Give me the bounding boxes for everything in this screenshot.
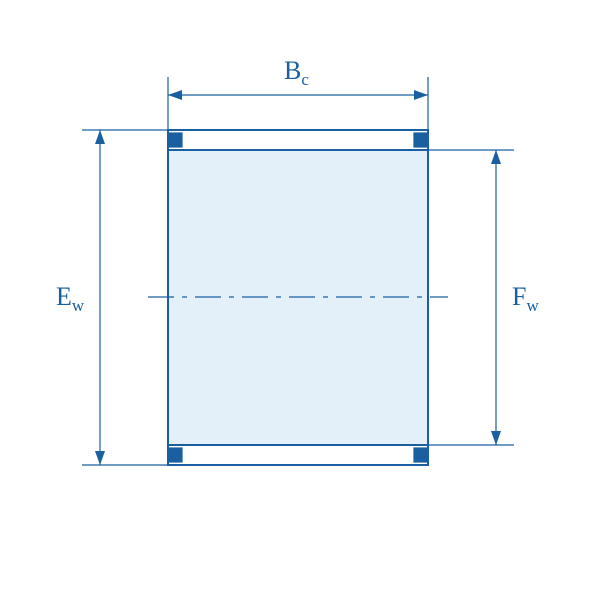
dim-fw-arrow-bottom [491, 431, 501, 445]
cage-corner-block-3 [414, 448, 428, 462]
label-fw: Fw [512, 282, 539, 315]
dim-ew-arrow-bottom [95, 451, 105, 465]
label-bc-main: B [284, 56, 301, 85]
cage-corner-block-0 [168, 133, 182, 147]
bearing-diagram: BcEwFw [0, 0, 600, 600]
dim-fw-arrow-top [491, 150, 501, 164]
label-fw-main: F [512, 282, 526, 311]
roller-bottom [168, 445, 428, 465]
label-bc: Bc [284, 56, 309, 89]
cage-corner-block-2 [168, 448, 182, 462]
dim-bc-arrow-left [168, 90, 182, 100]
roller-top [168, 130, 428, 150]
cage-corner-block-1 [414, 133, 428, 147]
dim-ew-arrow-top [95, 130, 105, 144]
label-fw-sub: w [526, 296, 539, 315]
label-ew-main: E [56, 282, 72, 311]
label-ew-sub: w [72, 296, 85, 315]
label-bc-sub: c [301, 70, 309, 89]
label-ew: Ew [56, 282, 85, 315]
dim-bc-arrow-right [414, 90, 428, 100]
